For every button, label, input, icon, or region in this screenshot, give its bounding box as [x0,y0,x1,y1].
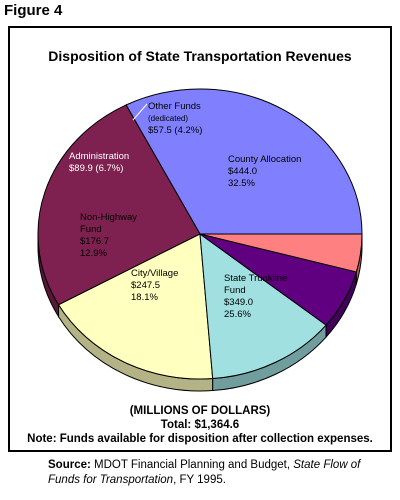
slice-label-line: Administration [69,151,129,162]
pie-slice-state-trunkline-fund [37,104,201,306]
source-title: State Flow of Funds for Transportation [48,459,361,486]
slice-label-line: 32.5% [228,178,255,189]
slice-label-line: (dedicated) [148,114,188,123]
slice-label-line: $349.0 [224,297,253,308]
slice-label-line: Non-Highway [80,212,137,223]
total-label: Total: $1,364.6 [160,419,240,431]
slice-label-line: $176.7 [80,236,109,247]
slice-label-line: Fund [224,285,246,296]
slice-label-other-funds: Other Funds (dedicated) $57.5 (4.2%) [148,101,202,136]
slice-label-county-allocation: County Allocation$444.032.5% [228,154,301,189]
slice-label-line: 18.1% [131,292,158,303]
source-citation: Source: MDOT Financial Planning and Budg… [48,458,378,488]
chart-frame: Disposition of State Transportation Reve… [8,26,392,452]
source-label: Source: [48,459,91,471]
pie-slice-county-allocation [125,88,363,235]
slice-label-line: Fund [80,224,102,235]
note-label: Note: Funds available for disposition af… [27,433,373,445]
units-label: (MILLIONS OF DOLLARS) [129,405,271,417]
pie-slice-city-village [57,233,214,380]
figure-label: Figure 4 [4,2,63,19]
slice-label-line: $57.5 (4.2%) [148,125,202,136]
slice-label-line: $247.5 [131,280,160,291]
slice-label-line: 25.6% [224,309,251,320]
other-funds-leader-line [132,103,148,121]
slice-label-line: Other Funds [148,101,201,112]
source-text: MDOT Financial Planning and Budget, [90,459,294,471]
slice-label-line: $89.9 (6.7%) [69,163,123,174]
slice-label-line: City/Village [131,268,178,279]
slice-label-line: $444.0 [228,166,257,177]
pie-slice-non-highway-fund [199,232,327,380]
slice-label-line: State Trunkline [224,273,287,284]
chart-title: Disposition of State Transportation Reve… [48,48,352,64]
slice-label-administration: Administration$89.9 (6.7%) [69,151,129,174]
slice-label-line: 12.9% [80,248,107,259]
pie-chart: County Allocation$444.032.5% State Trunkl… [37,88,363,392]
pie-slice-other-funds [199,233,363,273]
source-suffix: , FY 1995. [173,474,226,486]
slice-label-line: County Allocation [228,154,301,165]
slice-label-city-village: City/Village$247.518.1% [131,268,178,303]
